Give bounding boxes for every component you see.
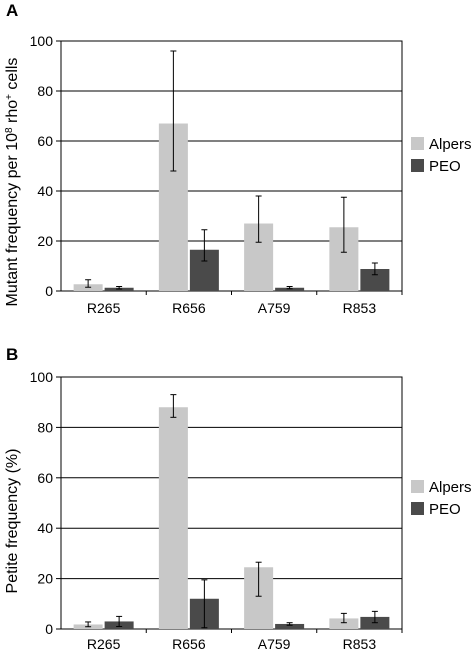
- y-axis-label-b: Petite frequency (%): [4, 449, 21, 594]
- x-tick-label-b-R265: R265: [87, 636, 121, 652]
- y-tick-label-a-40: 40: [37, 183, 53, 199]
- y-tick-label-a-80: 80: [37, 83, 53, 99]
- y-tick-label-a-60: 60: [37, 133, 53, 149]
- bar-a-peo-R853: [360, 269, 390, 291]
- x-tick-label-b-R853: R853: [343, 636, 377, 652]
- y-tick-label-a-0: 0: [45, 283, 53, 299]
- legend-label-b-alpers: Alpers: [429, 479, 472, 496]
- y-tick-label-a-20: 20: [37, 233, 53, 249]
- bar-b-alpers-R853: [329, 618, 359, 629]
- legend-swatch-b-peo: [411, 502, 424, 515]
- x-tick-label-b-R656: R656: [172, 636, 206, 652]
- x-tick-label-a-R265: R265: [87, 300, 121, 316]
- bar-b-peo-A759: [275, 623, 305, 629]
- bar-b-alpers-R656: [158, 407, 188, 629]
- y-tick-label-b-0: 0: [45, 621, 53, 637]
- panel-b-label: B: [6, 345, 18, 364]
- legend-label-a-alpers: Alpers: [429, 136, 472, 153]
- x-tick-label-a-A759: A759: [258, 300, 291, 316]
- y-tick-label-a-100: 100: [30, 33, 54, 49]
- chart-b-svg: B Petite frequency (%) 0 20 40 60 80 100 R265 R…: [4, 345, 472, 652]
- legend-swatch-b-alpers: [411, 480, 424, 493]
- chart-a-svg: A Mutant frequency per 108 rho+ cells 0 2…: [4, 1, 472, 316]
- panel-a-label: A: [6, 1, 18, 20]
- y-tick-label-b-40: 40: [37, 520, 53, 536]
- panel-b: B Petite frequency (%) 0 20 40 60 80 100 R265 R…: [0, 327, 475, 654]
- x-tick-label-b-A759: A759: [258, 636, 291, 652]
- x-tick-label-a-R853: R853: [343, 300, 377, 316]
- legend-swatch-a-alpers: [411, 137, 424, 150]
- y-axis-label-a: Mutant frequency per 108 rho+ cells: [4, 58, 22, 307]
- legend-label-a-peo: PEO: [429, 158, 461, 175]
- panel-a: A Mutant frequency per 108 rho+ cells 0 2…: [4, 1, 472, 316]
- legend-swatch-a-peo: [411, 159, 424, 172]
- y-tick-label-b-20: 20: [37, 571, 53, 587]
- plot-frame-b: [60, 376, 403, 630]
- y-tick-label-b-60: 60: [37, 470, 53, 486]
- y-tick-label-b-100: 100: [30, 369, 54, 385]
- bar-a-peo-A759: [275, 287, 305, 291]
- y-tick-label-b-80: 80: [37, 419, 53, 435]
- x-tick-label-a-R656: R656: [172, 300, 206, 316]
- legend-label-b-peo: PEO: [429, 501, 461, 518]
